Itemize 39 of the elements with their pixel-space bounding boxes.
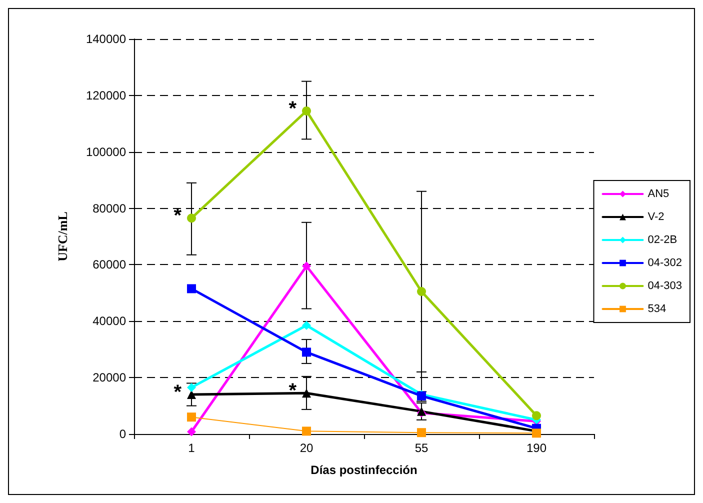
point [187, 284, 196, 294]
point [417, 287, 426, 296]
point [302, 262, 311, 271]
y-tick-label: 20000 [92, 370, 126, 385]
y-tick-label: 40000 [92, 314, 126, 328]
legend-label: 534 [648, 303, 666, 315]
annotation: * [288, 98, 297, 120]
point [302, 388, 311, 398]
annotation: * [174, 205, 182, 228]
point [302, 348, 311, 357]
legend-label: 04-303 [648, 280, 682, 292]
y-tick-label: 80000 [92, 201, 126, 216]
y-tick-label: 100000 [86, 144, 126, 159]
x-tick-label: 190 [526, 441, 547, 455]
x-tick-label: 20 [300, 441, 314, 455]
y-tick-label: 140000 [86, 32, 126, 46]
x-axis-title: Días postinfección [310, 463, 418, 477]
point [532, 411, 541, 420]
legend-label: 02-2B [648, 234, 678, 246]
legend-label: AN5 [648, 188, 670, 200]
point [187, 382, 196, 392]
legend-label: V-2 [648, 211, 664, 223]
y-tick-label: 0 [119, 427, 126, 441]
point [187, 427, 196, 436]
point [302, 426, 311, 436]
legend-label: 04-302 [648, 257, 682, 269]
annotation: * [174, 382, 182, 404]
x-tick-label: 55 [414, 441, 428, 455]
y-tick-label: 60000 [92, 258, 126, 272]
point [417, 428, 426, 438]
point [187, 390, 196, 399]
y-tick-label: 120000 [86, 88, 126, 102]
annotation: * [288, 380, 297, 402]
point [187, 214, 196, 223]
point [302, 106, 311, 116]
y-axis-title: UFC/mL [55, 211, 70, 262]
point [187, 412, 196, 422]
x-tick-label: 1 [188, 441, 196, 455]
point [302, 320, 311, 330]
